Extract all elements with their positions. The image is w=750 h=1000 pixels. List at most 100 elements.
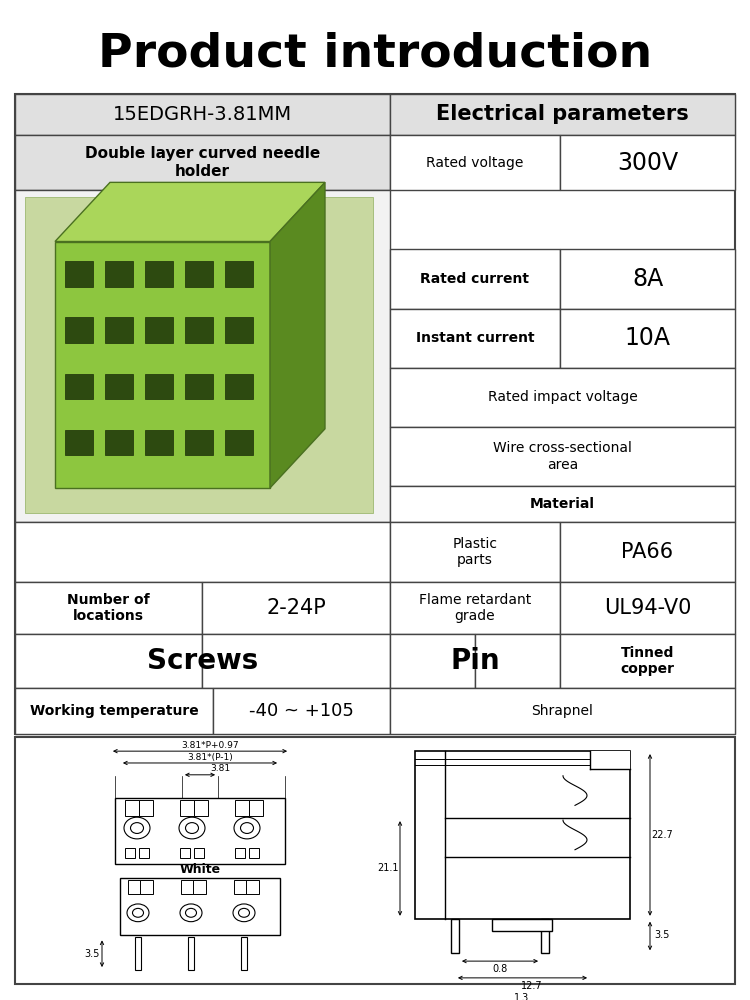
Text: 3.5: 3.5: [654, 930, 670, 940]
Bar: [249, 800, 263, 816]
Ellipse shape: [133, 908, 143, 917]
Bar: [15, 582, 202, 634]
Bar: [390, 688, 735, 734]
Bar: [65, 317, 93, 343]
Text: Wire cross-sectional
area: Wire cross-sectional area: [493, 441, 632, 472]
Text: Pin: Pin: [450, 647, 500, 675]
Bar: [185, 374, 213, 399]
Bar: [390, 634, 475, 688]
Text: Material: Material: [530, 497, 595, 511]
Bar: [105, 430, 133, 455]
Bar: [65, 261, 93, 287]
Text: 21.1: 21.1: [377, 863, 399, 873]
Bar: [225, 430, 253, 455]
Text: Product introduction: Product introduction: [98, 32, 652, 77]
Bar: [202, 634, 390, 688]
Bar: [234, 880, 247, 894]
Ellipse shape: [127, 904, 149, 922]
Bar: [194, 848, 204, 858]
Ellipse shape: [238, 908, 250, 917]
Bar: [225, 261, 253, 287]
Bar: [390, 427, 735, 486]
Bar: [194, 800, 208, 816]
Bar: [390, 486, 735, 522]
Bar: [15, 94, 735, 734]
Bar: [181, 880, 194, 894]
Bar: [125, 800, 139, 816]
Text: Double layer curved needle
holder: Double layer curved needle holder: [85, 146, 320, 179]
Text: 3.81*(P-1): 3.81*(P-1): [188, 753, 232, 762]
Bar: [246, 880, 259, 894]
Bar: [560, 634, 735, 688]
Bar: [120, 878, 280, 935]
Bar: [213, 688, 390, 734]
Bar: [235, 848, 245, 858]
Text: Tinned
copper: Tinned copper: [620, 646, 674, 676]
Text: 0.8: 0.8: [492, 964, 508, 974]
Polygon shape: [270, 182, 325, 488]
Bar: [390, 368, 735, 427]
Bar: [185, 317, 213, 343]
Bar: [451, 919, 459, 953]
Bar: [65, 374, 93, 399]
Bar: [225, 317, 253, 343]
Bar: [55, 242, 270, 488]
Bar: [185, 261, 213, 287]
Text: 8A: 8A: [632, 267, 663, 291]
Text: Screws: Screws: [147, 647, 258, 675]
Bar: [390, 522, 560, 582]
Text: 1.3: 1.3: [514, 993, 529, 1000]
Bar: [139, 848, 149, 858]
Bar: [541, 919, 549, 953]
Bar: [140, 880, 153, 894]
Bar: [560, 135, 735, 190]
Bar: [202, 582, 390, 634]
Bar: [249, 848, 259, 858]
Bar: [15, 522, 390, 582]
Bar: [115, 798, 285, 864]
Bar: [180, 800, 194, 816]
Text: Number of
locations: Number of locations: [68, 593, 150, 623]
Bar: [560, 582, 735, 634]
Text: 3.5: 3.5: [84, 949, 100, 959]
Text: 15EDGRH-3.81MM: 15EDGRH-3.81MM: [113, 105, 292, 124]
Bar: [225, 374, 253, 399]
Bar: [560, 249, 735, 309]
Bar: [25, 197, 373, 513]
Text: 300V: 300V: [617, 151, 678, 175]
Bar: [105, 374, 133, 399]
Ellipse shape: [185, 908, 196, 917]
Text: UL94-V0: UL94-V0: [604, 598, 692, 618]
Bar: [15, 135, 390, 190]
Bar: [241, 937, 247, 970]
Text: Instant current: Instant current: [416, 331, 534, 345]
Text: Flame retardant
grade: Flame retardant grade: [419, 593, 531, 623]
Bar: [15, 94, 390, 135]
Ellipse shape: [179, 817, 205, 839]
Text: 2-24P: 2-24P: [266, 598, 326, 618]
Text: Electrical parameters: Electrical parameters: [436, 104, 688, 124]
Bar: [15, 737, 735, 984]
Ellipse shape: [233, 904, 255, 922]
Bar: [145, 374, 173, 399]
Text: Rated current: Rated current: [421, 272, 530, 286]
Bar: [145, 261, 173, 287]
Ellipse shape: [241, 823, 254, 833]
Bar: [390, 135, 560, 190]
Text: 3.81*P+0.97: 3.81*P+0.97: [182, 741, 238, 750]
Ellipse shape: [124, 817, 150, 839]
Bar: [15, 190, 390, 522]
Bar: [560, 309, 735, 368]
Polygon shape: [55, 182, 325, 242]
Ellipse shape: [130, 823, 143, 833]
Text: 3.81: 3.81: [210, 764, 230, 773]
Bar: [492, 919, 552, 931]
Bar: [180, 848, 190, 858]
Bar: [390, 249, 560, 309]
Bar: [415, 751, 630, 919]
Text: 10A: 10A: [625, 326, 670, 350]
Bar: [193, 880, 206, 894]
Text: -40 ~ +105: -40 ~ +105: [249, 702, 354, 720]
Bar: [139, 800, 153, 816]
Text: Shrapnel: Shrapnel: [532, 704, 593, 718]
